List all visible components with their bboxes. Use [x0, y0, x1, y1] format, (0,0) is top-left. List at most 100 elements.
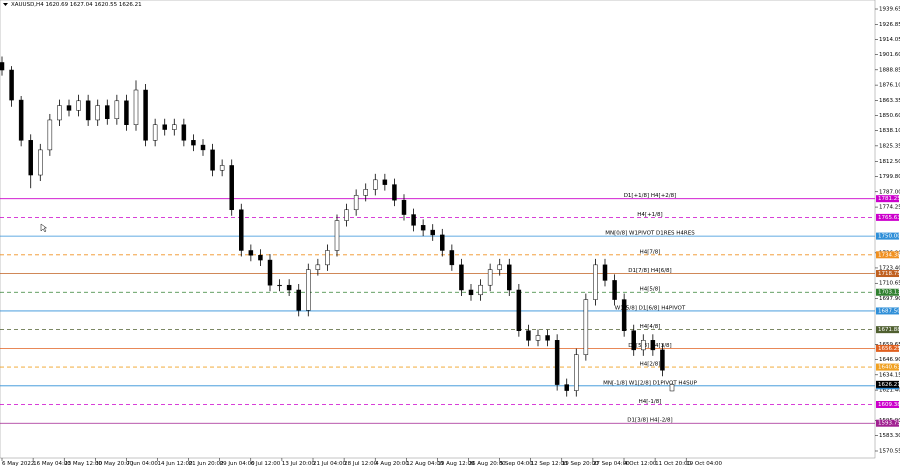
y-tick-label: 1838.10 [879, 128, 900, 134]
x-tick-label: 5 Sep 04:00 [500, 461, 534, 467]
candle-body [57, 105, 62, 121]
x-tick-label: 27 Sep 04:00 [593, 461, 630, 467]
x-tick-label: 4 Aug 20:00 [375, 461, 409, 467]
candle-body [66, 105, 72, 111]
candle-body [143, 89, 148, 141]
x-tick-label: 26 Aug 20:00 [469, 461, 507, 467]
level-label: MN[-1/8] W1[2/8] D1PIVOT H4SUP [603, 380, 697, 386]
y-tick-label: 1787.00 [879, 189, 900, 195]
x-tick-label: 16 May 04:00 [33, 461, 71, 467]
level-price-box [876, 400, 899, 408]
level-price-box [876, 363, 899, 371]
y-tick-label: 1901.60 [879, 52, 900, 58]
level-price-label: 1671.88 [878, 327, 900, 333]
candle-body [401, 199, 407, 215]
level-price-label: 1765.63 [878, 215, 900, 221]
y-tick-label: 1583.30 [879, 433, 900, 439]
level-price-box [876, 419, 899, 427]
candle-body [239, 209, 244, 251]
candle-body [507, 264, 512, 291]
candle-body [181, 124, 187, 141]
candle-body [516, 289, 522, 331]
candle-body [420, 225, 426, 231]
y-tick-label: 1939.65 [879, 7, 900, 13]
candle-body [28, 140, 33, 176]
level-price-box [876, 213, 899, 221]
level-price-label: 1781.25 [878, 196, 900, 202]
current-price-label: 1626.21 [878, 382, 900, 388]
candle-body [334, 220, 340, 251]
y-tick-label: 1812.50 [879, 159, 900, 165]
menu-icon[interactable] [3, 3, 8, 6]
level-label: H4[+1/8] [637, 212, 662, 218]
candle-body [85, 100, 91, 121]
level-price-box [876, 232, 899, 240]
candle-body [267, 259, 273, 286]
level-price-box [876, 251, 899, 259]
candle-body [47, 119, 53, 151]
candle-body [248, 250, 254, 256]
candle-body [133, 89, 139, 125]
candle-body [353, 195, 359, 211]
chart-title: XAUUSD,H4 1620.69 1627.04 1620.55 1626.2… [11, 2, 142, 8]
x-tick-label: 30 May 20:00 [95, 461, 133, 467]
x-tick-label: 23 May 12:00 [64, 461, 102, 467]
candle-body [38, 149, 43, 176]
y-tick-label: 1723.40 [879, 265, 900, 271]
candle-body [124, 100, 129, 125]
level-price-box [876, 344, 899, 352]
level-price-label: 1703.13 [878, 290, 900, 296]
level-label: W1[5/8] D1[6/8] H4PIVOT [615, 305, 686, 311]
candle-body [621, 299, 627, 331]
x-tick-label: 4 Oct 12:00 [624, 461, 657, 467]
candle-body [526, 330, 531, 341]
y-tick-label: 1646.90 [879, 357, 900, 363]
level-price-box [876, 326, 899, 334]
x-tick-label: 29 Jun 04:00 [220, 461, 255, 467]
x-tick-label: 19 Sep 20:00 [562, 461, 599, 467]
candle-body [95, 105, 100, 121]
plot-frame [0, 0, 876, 459]
candle-body [210, 149, 215, 171]
x-tick-label: 19 Oct 04:00 [686, 461, 722, 467]
level-price-label: 1656.25 [878, 346, 900, 352]
candle-body [344, 209, 349, 221]
level-label: H4[4/8] [640, 324, 661, 330]
y-tick-label: 1621.40 [879, 388, 900, 394]
level-price-label: 1687.50 [878, 308, 900, 314]
level-price-label: 1750.00 [878, 234, 900, 240]
candle-body [162, 124, 167, 130]
candle-body [191, 140, 196, 146]
candle-body [440, 234, 445, 251]
x-tick-label: 19 Aug 12:00 [437, 461, 475, 467]
candle-body [487, 269, 493, 286]
y-tick-label: 1863.35 [879, 98, 900, 104]
candle-body [593, 264, 598, 300]
candle-body [172, 124, 177, 130]
level-price-label: 1609.38 [878, 402, 900, 408]
candle-body [0, 62, 5, 71]
candle-body [430, 229, 435, 236]
y-tick-label: 1876.10 [879, 83, 900, 89]
y-tick-label: 1914.05 [879, 37, 900, 43]
x-tick-label: 7 Jun 04:00 [126, 461, 158, 467]
x-tick-label: 12 Aug 04:00 [406, 461, 444, 467]
candle-body [411, 214, 416, 226]
candle-body [306, 269, 311, 311]
y-tick-label: 1926.85 [879, 22, 900, 28]
y-tick-label: 1570.55 [879, 448, 900, 454]
candle-body [449, 250, 455, 266]
candle-body [535, 335, 541, 341]
level-label: H4[7/8] [640, 249, 661, 255]
cursor [40, 223, 48, 233]
candle-body [631, 330, 636, 351]
candle-body [392, 184, 397, 201]
candle-body [363, 189, 368, 196]
candle-body [229, 165, 234, 211]
level-label: D1[7/8] H4[6/8] [628, 268, 671, 274]
candle-body [554, 340, 560, 385]
level-label: MN[0/8] W1PIVOT D1RES H4RES [605, 231, 695, 237]
x-tick-label: 28 Jul 12:00 [344, 461, 377, 467]
level-price-box [876, 195, 899, 203]
